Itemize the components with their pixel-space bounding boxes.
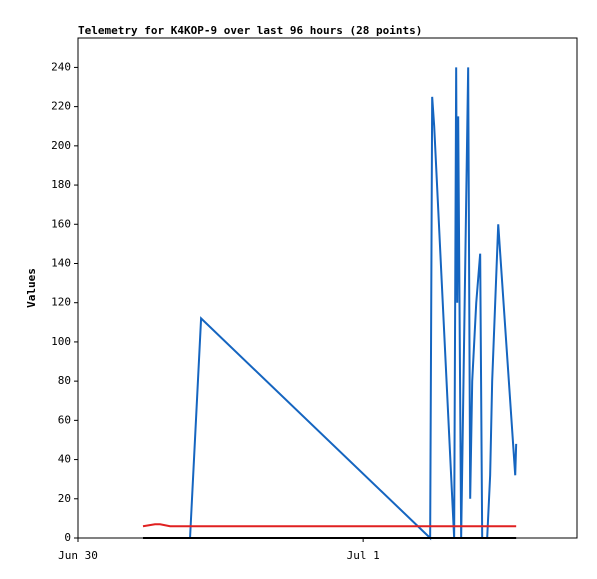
chart-title: Telemetry for K4KOP-9 over last 96 hours… [78, 24, 422, 37]
x-tick-label: Jun 30 [58, 549, 98, 562]
series-line [142, 523, 517, 528]
y-tick-label: 60 [58, 413, 71, 426]
y-tick-label: 20 [58, 492, 71, 505]
y-tick-label: 220 [51, 100, 71, 113]
y-tick-label: 0 [64, 531, 71, 544]
y-tick-label: 40 [58, 453, 71, 466]
y-tick-label: 80 [58, 374, 71, 387]
y-axis-label: Values [25, 268, 38, 308]
y-tick-label: 180 [51, 178, 71, 191]
y-tick-label: 100 [51, 335, 71, 348]
y-tick-label: 160 [51, 217, 71, 230]
y-tick-label: 120 [51, 296, 71, 309]
y-tick-label: 200 [51, 139, 71, 152]
y-tick-label: 240 [51, 60, 71, 73]
x-tick-label: Jul 1 [347, 549, 380, 562]
series-line [189, 67, 518, 541]
y-tick-label: 140 [51, 256, 71, 269]
